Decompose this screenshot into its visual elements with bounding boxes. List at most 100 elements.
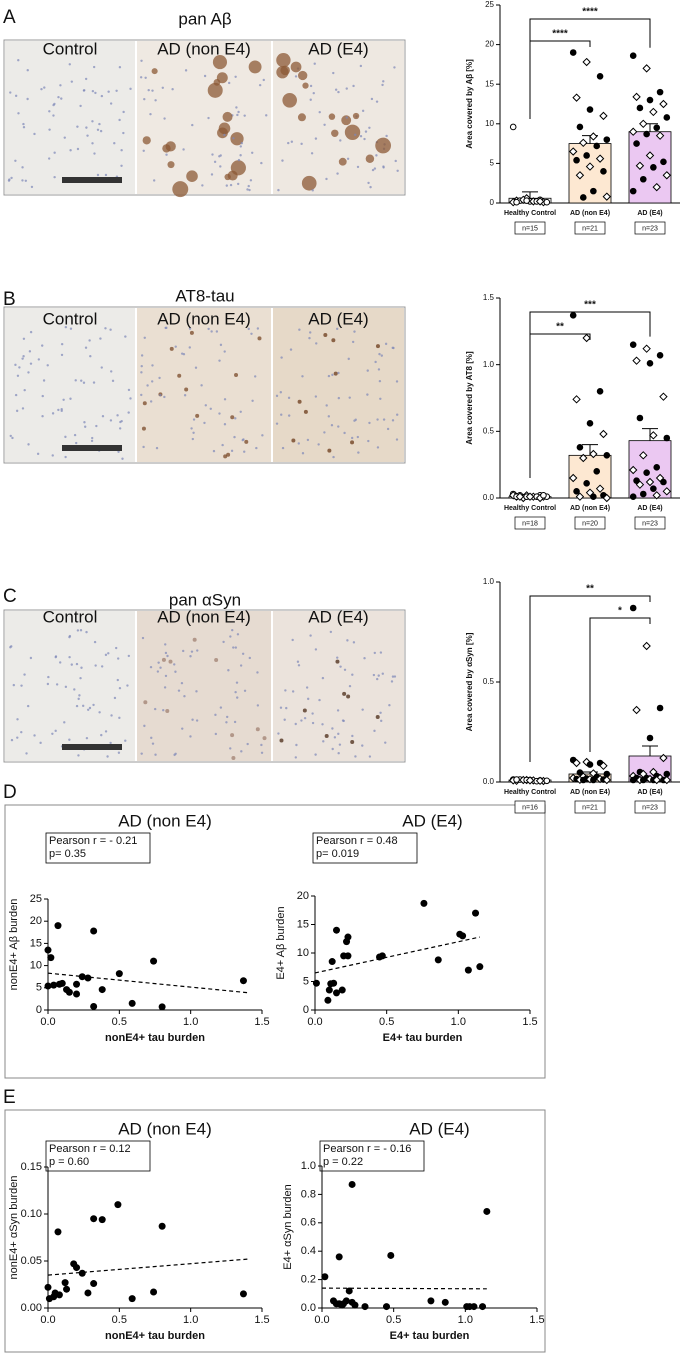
x-tick-label: 0.5 <box>379 1016 394 1028</box>
data-point <box>656 704 664 712</box>
cell <box>343 668 347 671</box>
cell <box>395 438 399 441</box>
panel-title: pan Aβ <box>178 9 231 28</box>
x-tick-label: 0.0 <box>307 1016 322 1028</box>
x-tick-label: 0.5 <box>112 1016 127 1028</box>
cell <box>345 87 348 90</box>
cell <box>26 69 29 72</box>
category-label: Healthy Control <box>504 210 556 217</box>
cell <box>83 425 87 428</box>
data-point <box>321 1273 329 1281</box>
annotation-box <box>45 832 151 864</box>
y-axis-label: Area covered by Aβ [%] <box>465 59 474 149</box>
y-axis-label: E4+ αSyn burden <box>282 1184 294 1270</box>
n-label: n=23 <box>642 804 658 811</box>
cell <box>183 394 187 397</box>
cell <box>283 718 286 721</box>
annotation: Pearson r = 0.48 <box>316 835 398 847</box>
plot-title: AD (non E4) <box>118 811 212 830</box>
panel-box <box>4 1109 546 1353</box>
cell <box>23 673 26 676</box>
cell <box>265 114 268 117</box>
cell <box>11 436 14 440</box>
panel-letter: E <box>3 1087 16 1108</box>
cell <box>48 128 51 131</box>
cell <box>309 84 313 88</box>
cell <box>282 93 297 108</box>
data-point <box>44 1283 52 1291</box>
cell <box>336 709 340 712</box>
cell <box>47 675 50 679</box>
data-point <box>54 1228 62 1236</box>
cell <box>333 371 338 376</box>
cell <box>57 408 60 412</box>
cell <box>140 752 143 755</box>
cell <box>223 398 227 401</box>
data-point <box>90 1280 98 1288</box>
cell <box>109 328 112 331</box>
cell <box>192 418 196 421</box>
data-point <box>642 64 651 73</box>
data-point <box>582 333 591 343</box>
cell <box>120 164 123 167</box>
cell <box>47 157 51 160</box>
cell <box>62 398 65 402</box>
image-label: AD (non E4) <box>157 309 251 328</box>
cell <box>83 89 86 92</box>
cell <box>149 665 153 669</box>
data-point <box>628 127 638 136</box>
cell <box>246 188 249 191</box>
cell <box>59 84 62 87</box>
data-point <box>652 491 661 500</box>
data-point <box>653 464 661 471</box>
data-point <box>44 982 52 990</box>
n-label: n=20 <box>582 520 598 527</box>
cell <box>239 154 242 157</box>
n-box <box>634 800 666 814</box>
cell <box>53 151 56 154</box>
cell <box>396 413 399 416</box>
data-point <box>590 187 597 195</box>
cell <box>300 719 303 722</box>
data-point <box>98 986 106 994</box>
cell <box>149 112 152 116</box>
cell <box>375 715 380 720</box>
panel-letter: B <box>3 289 16 310</box>
cell <box>64 435 67 439</box>
data-point <box>628 465 638 475</box>
x-tick-label: 1.0 <box>183 1016 198 1028</box>
cell <box>143 724 146 728</box>
cell <box>210 173 214 176</box>
data-point <box>98 1216 106 1224</box>
cell <box>323 123 326 126</box>
cell <box>21 179 24 182</box>
cell <box>163 117 166 120</box>
y-tick-label: 5 <box>303 975 309 987</box>
cell <box>16 374 20 377</box>
cell <box>22 122 25 126</box>
cell <box>159 393 162 397</box>
cell <box>329 630 333 634</box>
n-label: n=23 <box>642 520 658 527</box>
cell <box>260 743 263 747</box>
cell <box>104 653 108 657</box>
cell <box>86 134 89 137</box>
cell <box>287 414 291 417</box>
cell <box>169 346 174 351</box>
cell <box>140 59 143 63</box>
cell <box>109 741 112 745</box>
cell <box>311 721 315 725</box>
cell <box>168 659 173 664</box>
panel-box <box>4 804 546 1079</box>
cell <box>314 395 318 398</box>
cell <box>122 110 125 114</box>
cell <box>100 733 103 737</box>
cell <box>361 109 365 113</box>
data-point <box>150 957 158 965</box>
cell <box>30 185 34 189</box>
cell <box>229 183 233 187</box>
data-point <box>599 111 608 121</box>
cell <box>321 723 324 726</box>
cell <box>241 652 245 655</box>
data-point <box>479 1303 487 1311</box>
